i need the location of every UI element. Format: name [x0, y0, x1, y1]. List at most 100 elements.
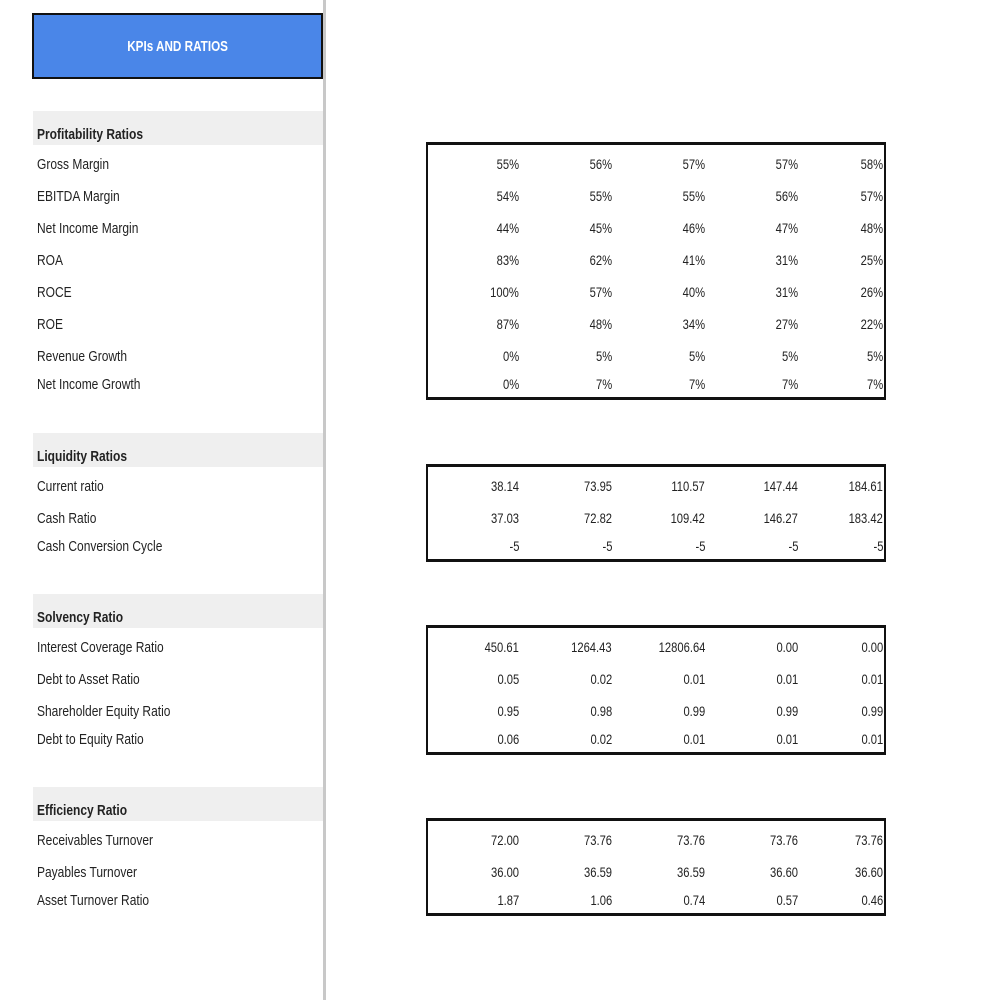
- row-label: Cash Ratio: [37, 510, 97, 527]
- value-cell: 54%: [496, 188, 519, 204]
- value-cell: 0%: [502, 376, 519, 392]
- row-label: Net Income Margin: [37, 220, 139, 237]
- value-cell: 34%: [682, 316, 705, 332]
- value-cell: 46%: [682, 220, 705, 236]
- value-cell: 41%: [682, 252, 705, 268]
- value-cell: 25%: [860, 252, 883, 268]
- value-cell: 57%: [589, 284, 612, 300]
- row-label: Cash Conversion Cycle: [37, 538, 163, 555]
- value-cell: 0.01: [861, 671, 883, 687]
- value-cell: 7%: [866, 376, 883, 392]
- row-label: Debt to Equity Ratio: [37, 731, 144, 748]
- section-title: Solvency Ratio: [37, 609, 124, 626]
- value-cell: 0.46: [861, 892, 883, 908]
- row-label: Asset Turnover Ratio: [37, 892, 150, 909]
- value-cell: 73.76: [854, 832, 883, 848]
- value-cell: -5: [695, 538, 705, 554]
- value-cell: 56%: [775, 188, 798, 204]
- value-cell: 73.95: [583, 478, 612, 494]
- value-cell: 0.95: [497, 703, 519, 719]
- value-cell: 0.00: [776, 639, 798, 655]
- section-title: Efficiency Ratio: [37, 802, 128, 819]
- value-cell: 31%: [775, 284, 798, 300]
- value-cell: 0.74: [683, 892, 705, 908]
- value-cell: 55%: [682, 188, 705, 204]
- value-cell: 55%: [496, 156, 519, 172]
- column-divider: [323, 0, 326, 1000]
- value-cell: 36.00: [490, 864, 519, 880]
- value-cell: 5%: [781, 348, 798, 364]
- row-label: Current ratio: [37, 478, 104, 495]
- value-cell: 183.42: [848, 510, 883, 526]
- value-cell: 146.27: [763, 510, 798, 526]
- value-cell: 100%: [490, 284, 519, 300]
- value-cell: 450.61: [484, 639, 519, 655]
- value-cell: 73.76: [769, 832, 798, 848]
- row-label: Revenue Growth: [37, 348, 128, 365]
- values-box: [426, 625, 886, 755]
- page-title: KPIs AND RATIOS: [127, 37, 228, 55]
- row-label: Receivables Turnover: [37, 832, 154, 849]
- value-cell: 7%: [781, 376, 798, 392]
- section-title: Liquidity Ratios: [37, 448, 127, 465]
- row-label: ROA: [37, 252, 64, 269]
- value-cell: 5%: [595, 348, 612, 364]
- section-title: Profitability Ratios: [37, 126, 144, 143]
- value-cell: 0.06: [497, 731, 519, 747]
- value-cell: 0.99: [683, 703, 705, 719]
- value-cell: 36.60: [769, 864, 798, 880]
- value-cell: -5: [509, 538, 519, 554]
- value-cell: 109.42: [670, 510, 705, 526]
- value-cell: -5: [873, 538, 883, 554]
- value-cell: -5: [788, 538, 798, 554]
- row-label: Shareholder Equity Ratio: [37, 703, 171, 720]
- value-cell: 57%: [682, 156, 705, 172]
- value-cell: 22%: [860, 316, 883, 332]
- value-cell: 57%: [860, 188, 883, 204]
- value-cell: 5%: [866, 348, 883, 364]
- row-label: Interest Coverage Ratio: [37, 639, 164, 656]
- value-cell: 83%: [496, 252, 519, 268]
- value-cell: 31%: [775, 252, 798, 268]
- title-banner: KPIs AND RATIOS: [32, 13, 323, 79]
- row-label: EBITDA Margin: [37, 188, 120, 205]
- value-cell: 58%: [860, 156, 883, 172]
- value-cell: 12806.64: [658, 639, 705, 655]
- value-cell: 0.01: [776, 671, 798, 687]
- value-cell: 36.59: [583, 864, 612, 880]
- value-cell: 110.57: [671, 478, 705, 494]
- value-cell: 27%: [775, 316, 798, 332]
- value-cell: 1.06: [590, 892, 612, 908]
- value-cell: 184.61: [848, 478, 883, 494]
- section-header: Solvency Ratio: [33, 594, 323, 628]
- value-cell: 0.01: [683, 671, 705, 687]
- row-label: Net Income Growth: [37, 376, 141, 393]
- values-box: [426, 464, 886, 562]
- value-cell: 0.00: [861, 639, 883, 655]
- section-header: Profitability Ratios: [33, 111, 323, 145]
- value-cell: 72.82: [583, 510, 612, 526]
- row-label: Gross Margin: [37, 156, 110, 173]
- value-cell: 0.01: [776, 731, 798, 747]
- value-cell: 72.00: [490, 832, 519, 848]
- value-cell: 0.99: [861, 703, 883, 719]
- row-label: ROE: [37, 316, 64, 333]
- value-cell: 7%: [595, 376, 612, 392]
- value-cell: 87%: [496, 316, 519, 332]
- value-cell: 0.02: [590, 731, 612, 747]
- value-cell: 45%: [589, 220, 612, 236]
- value-cell: 57%: [775, 156, 798, 172]
- value-cell: 36.60: [854, 864, 883, 880]
- row-label: Payables Turnover: [37, 864, 138, 881]
- value-cell: 48%: [589, 316, 612, 332]
- value-cell: 37.03: [490, 510, 519, 526]
- value-cell: 1.87: [497, 892, 519, 908]
- value-cell: 36.59: [676, 864, 705, 880]
- value-cell: 0%: [502, 348, 519, 364]
- value-cell: 38.14: [490, 478, 519, 494]
- value-cell: 0.01: [683, 731, 705, 747]
- value-cell: 44%: [496, 220, 519, 236]
- section-header: Efficiency Ratio: [33, 787, 323, 821]
- value-cell: -5: [602, 538, 612, 554]
- value-cell: 73.76: [583, 832, 612, 848]
